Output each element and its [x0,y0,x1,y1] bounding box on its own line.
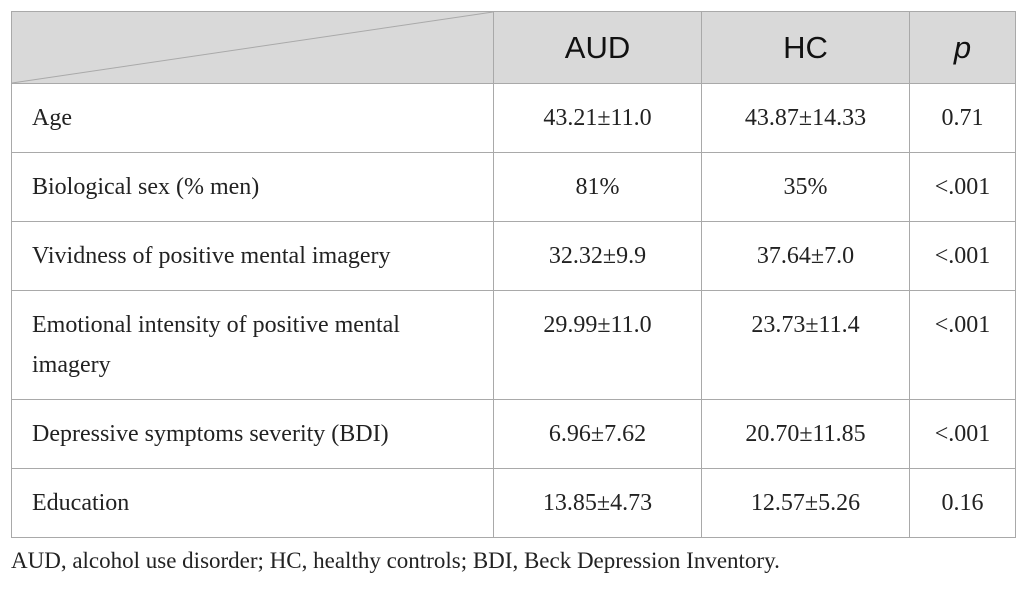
column-header-p: p [909,11,1016,84]
table-footnote: AUD, alcohol use disorder; HC, healthy c… [11,548,780,573]
demographics-table: AUD HC p Age 43.21±11.0 43.87±14.33 0.71… [11,11,1016,538]
row-label: Biological sex (% men) [11,152,494,222]
cell-aud: 43.21±11.0 [493,83,702,153]
cell-p: <.001 [909,290,1016,400]
cell-p: 0.71 [909,83,1016,153]
table-body: Age 43.21±11.0 43.87±14.33 0.71 Biologic… [11,83,1016,538]
cell-hc: 20.70±11.85 [701,399,910,469]
cell-hc: 12.57±5.26 [701,468,910,538]
diagonal-divider [12,12,493,83]
cell-hc: 37.64±7.0 [701,221,910,291]
cell-aud: 81% [493,152,702,222]
row-label: Emotional intensity of positive mental i… [11,290,494,400]
cell-aud: 13.85±4.73 [493,468,702,538]
table-header: AUD HC p [11,11,1016,84]
cell-hc: 35% [701,152,910,222]
row-label: Vividness of positive mental imagery [11,221,494,291]
data-table-container: AUD HC p Age 43.21±11.0 43.87±14.33 0.71… [11,11,1016,538]
cell-aud: 32.32±9.9 [493,221,702,291]
header-row: AUD HC p [11,11,1016,84]
cell-hc: 43.87±14.33 [701,83,910,153]
table-row: Depressive symptoms severity (BDI) 6.96±… [11,399,1016,469]
cell-aud: 29.99±11.0 [493,290,702,400]
cell-p: 0.16 [909,468,1016,538]
cell-p: <.001 [909,399,1016,469]
cell-hc: 23.73±11.4 [701,290,910,400]
column-header-aud: AUD [493,11,702,84]
cell-p: <.001 [909,221,1016,291]
table-row: Vividness of positive mental imagery 32.… [11,221,1016,291]
row-label: Age [11,83,494,153]
column-header-hc: HC [701,11,910,84]
table-row: Education 13.85±4.73 12.57±5.26 0.16 [11,468,1016,538]
cell-aud: 6.96±7.62 [493,399,702,469]
row-label: Depressive symptoms severity (BDI) [11,399,494,469]
corner-cell [11,11,494,84]
table-row: Biological sex (% men) 81% 35% <.001 [11,152,1016,222]
row-label: Education [11,468,494,538]
table-row: Age 43.21±11.0 43.87±14.33 0.71 [11,83,1016,153]
cell-p: <.001 [909,152,1016,222]
table-row: Emotional intensity of positive mental i… [11,290,1016,400]
